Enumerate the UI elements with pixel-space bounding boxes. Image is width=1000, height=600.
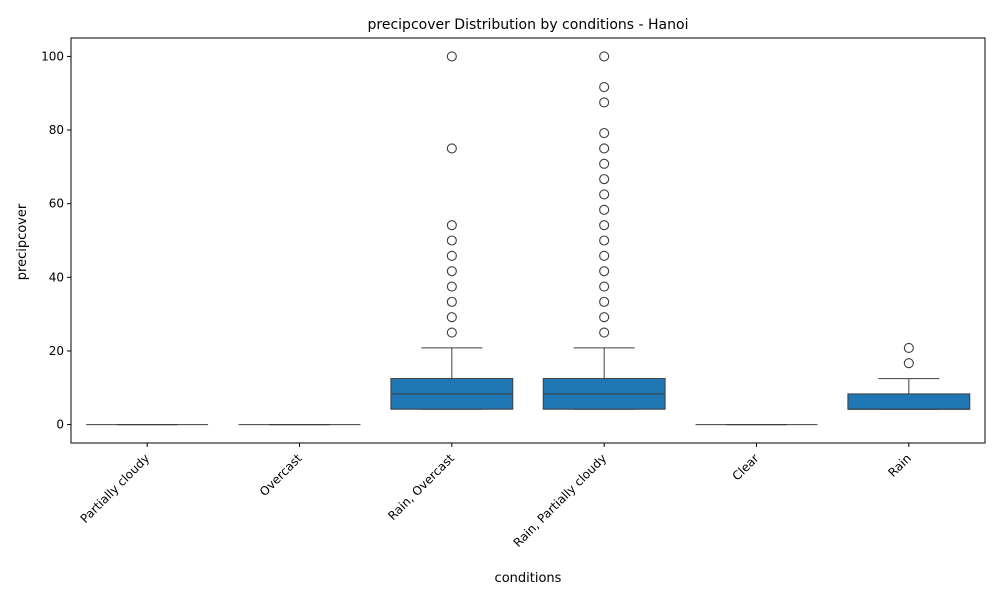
outlier-point: [446, 327, 457, 338]
outlier-point: [446, 143, 457, 154]
y-tick-label: 60: [49, 197, 64, 211]
outlier-point: [599, 51, 610, 62]
outlier-point: [599, 174, 610, 185]
plot-frame: [70, 37, 986, 444]
outlier-point: [599, 143, 610, 154]
outlier-point: [599, 235, 610, 246]
outlier-point: [446, 266, 457, 277]
x-tick-label: Rain: [885, 451, 914, 480]
outlier-point: [446, 312, 457, 323]
outlier-point: [903, 342, 914, 353]
outlier-point: [599, 296, 610, 307]
x-tick-label: Overcast: [257, 451, 305, 499]
outlier-point: [446, 250, 457, 261]
outlier-point: [599, 327, 610, 338]
x-axis-label: conditions: [495, 571, 562, 586]
outlier-point: [599, 128, 610, 139]
y-tick-label: 20: [49, 344, 64, 358]
outlier-point: [599, 281, 610, 292]
y-tick-label: 100: [41, 49, 64, 63]
outlier-point: [599, 250, 610, 261]
outlier-point: [446, 51, 457, 62]
outlier-point: [446, 235, 457, 246]
box: [847, 393, 971, 410]
x-tick-label: Rain, Overcast: [385, 451, 457, 523]
outlier-point: [599, 158, 610, 169]
outlier-point: [446, 220, 457, 231]
outlier-point: [599, 312, 610, 323]
y-tick-label: 80: [49, 123, 64, 137]
outlier-point: [599, 204, 610, 215]
x-tick-label: Clear: [730, 451, 762, 483]
outlier-point: [599, 97, 610, 108]
chart-title: precipcover Distribution by conditions -…: [368, 17, 689, 33]
outlier-point: [599, 82, 610, 93]
y-tick-label: 0: [56, 418, 64, 432]
outlier-point: [599, 220, 610, 231]
outlier-point: [599, 189, 610, 200]
outlier-point: [599, 266, 610, 277]
outlier-point: [446, 296, 457, 307]
y-tick-label: 40: [49, 270, 64, 284]
outlier-point: [446, 281, 457, 292]
x-tick-label: Partially cloudy: [78, 451, 153, 526]
plot-area: 0 20 40 60 80 100 Partially cloudy Overcast Rain…: [41, 37, 986, 550]
x-tick-label: Rain, Partially cloudy: [511, 451, 610, 550]
outlier-point: [903, 358, 914, 369]
y-axis-label: precipcover: [15, 203, 30, 280]
